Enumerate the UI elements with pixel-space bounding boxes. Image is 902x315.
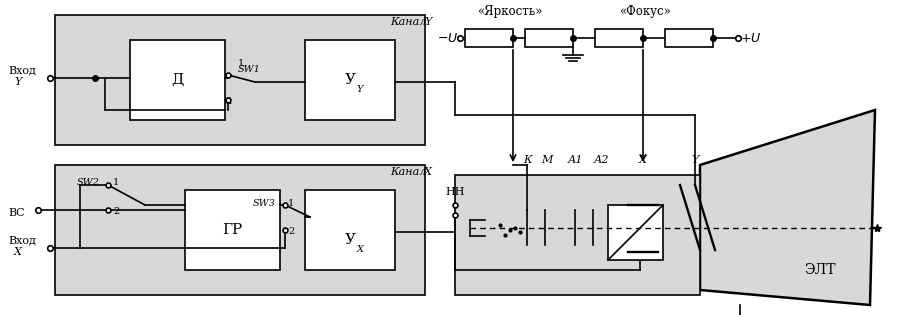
- Polygon shape: [699, 110, 874, 305]
- Text: 1: 1: [113, 179, 119, 187]
- Text: X: X: [639, 155, 646, 165]
- Text: ГР: ГР: [222, 223, 242, 237]
- Text: SW2: SW2: [77, 179, 100, 187]
- Text: К: К: [522, 155, 530, 165]
- Text: Вход: Вход: [8, 235, 36, 245]
- Bar: [455, 175, 699, 295]
- Bar: [305, 190, 394, 270]
- Bar: [55, 15, 425, 145]
- Text: У: У: [345, 233, 355, 247]
- Text: «Яркость»: «Яркость»: [477, 5, 542, 19]
- Bar: [594, 29, 642, 47]
- Text: ВС: ВС: [8, 208, 24, 218]
- Bar: [305, 40, 394, 120]
- Text: Y: Y: [356, 85, 363, 94]
- Bar: [664, 29, 713, 47]
- Text: $+U$: $+U$: [739, 32, 760, 44]
- Text: X: X: [356, 245, 364, 255]
- Text: Y: Y: [424, 17, 431, 27]
- Text: Y: Y: [14, 77, 22, 87]
- Text: А1: А1: [566, 155, 582, 165]
- Text: У: У: [345, 73, 355, 87]
- Bar: [465, 29, 512, 47]
- Bar: [524, 29, 573, 47]
- Text: М: М: [540, 155, 552, 165]
- Text: «Фокус»: «Фокус»: [619, 5, 670, 19]
- Text: SW1: SW1: [238, 66, 261, 75]
- Text: X: X: [424, 167, 431, 177]
- Text: Д: Д: [170, 73, 183, 87]
- Text: Канал: Канал: [390, 167, 429, 177]
- Bar: [185, 190, 280, 270]
- Text: НН: НН: [445, 187, 465, 197]
- Text: X: X: [14, 247, 22, 257]
- Text: $-U$: $-U$: [437, 32, 457, 44]
- Bar: [607, 205, 662, 260]
- Text: 1: 1: [288, 198, 294, 208]
- Text: 2: 2: [113, 208, 119, 216]
- Text: Вход: Вход: [8, 65, 36, 75]
- Text: 2: 2: [288, 227, 294, 237]
- Text: 1: 1: [238, 60, 244, 68]
- Text: Y: Y: [691, 155, 698, 165]
- Text: 2: 2: [225, 98, 231, 106]
- Text: ЭЛТ: ЭЛТ: [804, 263, 835, 277]
- Text: Канал: Канал: [390, 17, 429, 27]
- Bar: [130, 40, 225, 120]
- Text: SW3: SW3: [253, 198, 276, 208]
- Text: А2: А2: [593, 155, 608, 165]
- Bar: [55, 165, 425, 295]
